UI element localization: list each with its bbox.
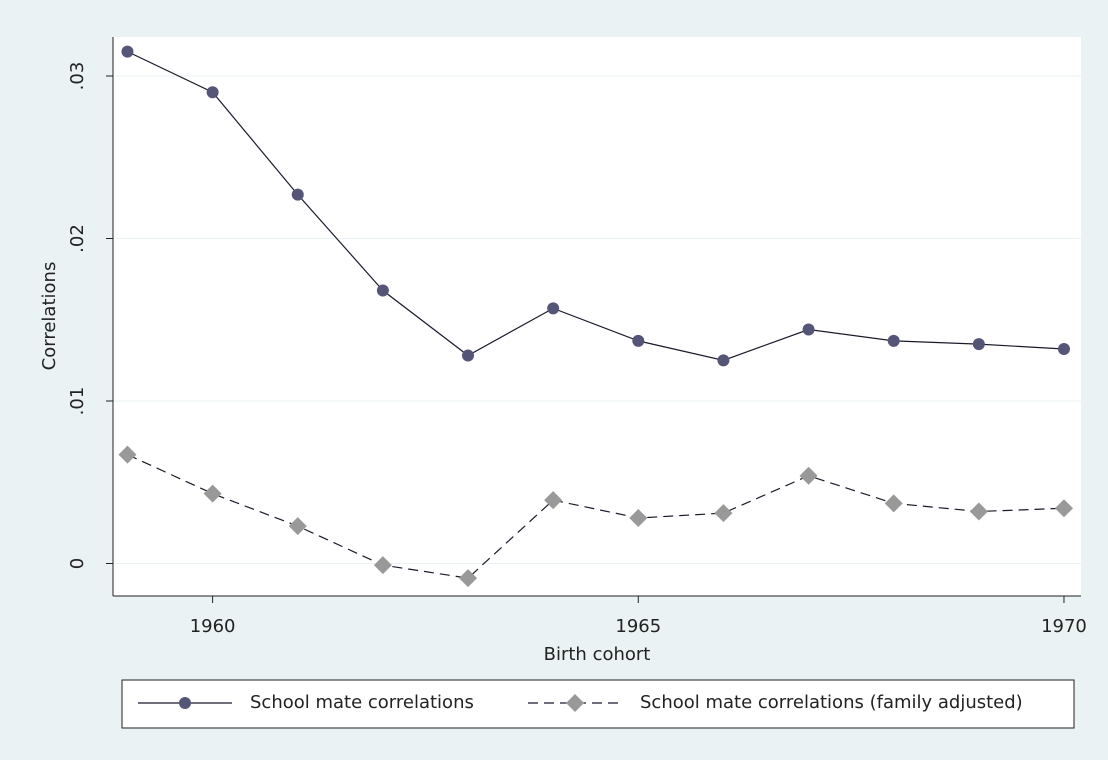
marker	[373, 556, 392, 575]
marker	[802, 323, 815, 336]
marker	[1057, 343, 1070, 355]
marker	[291, 188, 304, 201]
marker	[632, 334, 645, 347]
plot-area	[113, 37, 1081, 596]
marker	[887, 334, 900, 347]
marker	[203, 484, 222, 503]
x-tick-label: 1965	[615, 616, 661, 637]
marker	[206, 86, 219, 99]
marker	[376, 284, 389, 297]
x-tick-label: 1960	[190, 616, 236, 637]
marker	[121, 45, 134, 58]
legend-marker	[566, 694, 584, 712]
y-tick-label: 0	[67, 558, 88, 569]
marker	[714, 504, 733, 523]
y-tick-label: .03	[67, 62, 88, 91]
x-axis-title: Birth cohort	[544, 644, 651, 665]
legend-marker	[179, 697, 191, 709]
marker	[544, 491, 563, 510]
y-tick-label: .02	[67, 224, 88, 253]
series-line	[127, 454, 1064, 579]
marker	[288, 517, 307, 536]
y-tick-label: .01	[67, 387, 88, 416]
marker	[459, 569, 478, 588]
legend-label: School mate correlations	[250, 692, 474, 713]
marker	[799, 466, 818, 485]
marker	[884, 494, 903, 513]
marker	[462, 349, 475, 362]
marker	[629, 509, 648, 527]
marker	[972, 338, 985, 351]
legend-box	[121, 679, 1075, 729]
marker	[547, 302, 560, 315]
legend-label: School mate correlations (family adjuste…	[640, 692, 1023, 713]
y-axis-title: Correlations	[39, 262, 60, 371]
marker	[717, 354, 730, 367]
series-line	[127, 51, 1065, 361]
marker	[969, 502, 988, 521]
x-tick-label: 1970	[1041, 616, 1087, 637]
marker	[1054, 499, 1073, 518]
marker	[118, 445, 137, 464]
